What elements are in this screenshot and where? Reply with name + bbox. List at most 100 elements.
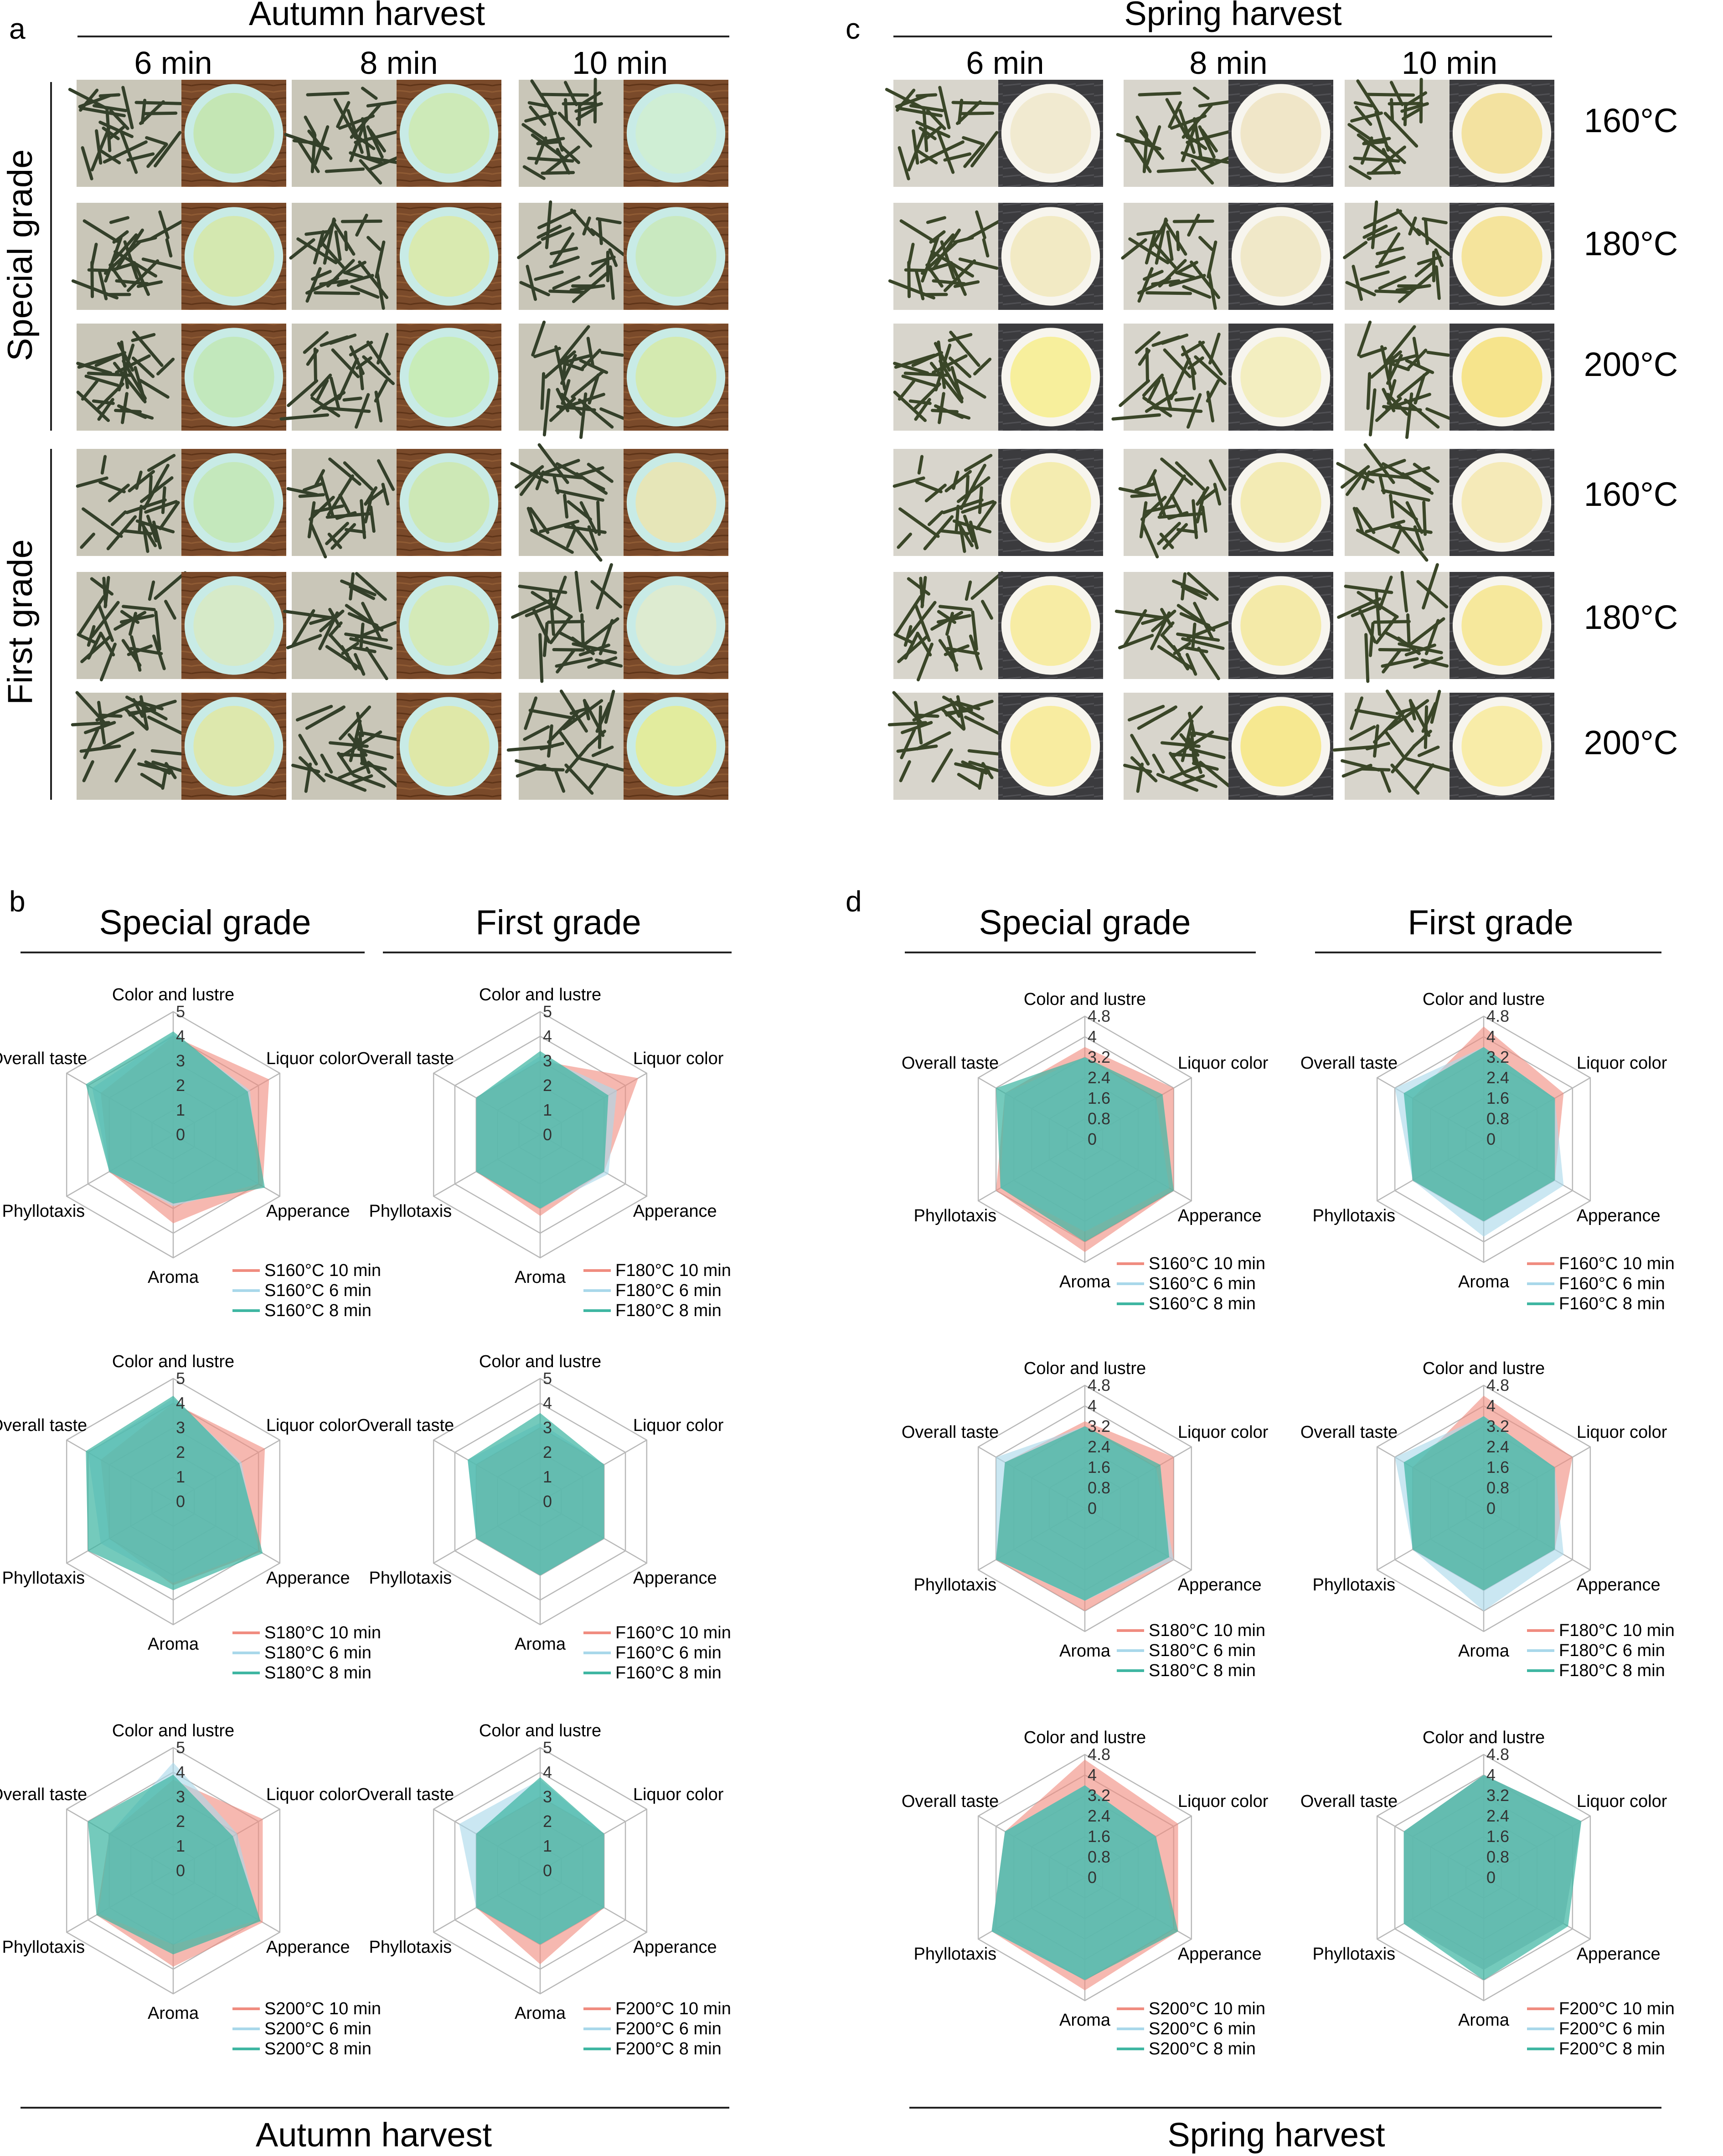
legend-label: S180°C 10 min bbox=[264, 1623, 381, 1642]
spring-temp-label-1: 160°C bbox=[1584, 102, 1678, 139]
radar-axis-label: Phyllotaxis bbox=[2, 1569, 85, 1588]
dry-leaf-cluster bbox=[1336, 443, 1439, 562]
legend-label: F180°C 8 min bbox=[1559, 1661, 1665, 1680]
radar-axis-label: Apperance bbox=[633, 1202, 717, 1221]
dry-leaf-cluster bbox=[521, 77, 603, 180]
radar-tick-label: 1.6 bbox=[1088, 1089, 1110, 1107]
radar-axis-label: Liquor color bbox=[266, 1785, 357, 1804]
spring-photo-r1-c2 bbox=[1116, 80, 1333, 187]
tea-liquor bbox=[1461, 705, 1542, 787]
radar-axis-label: Apperance bbox=[266, 1938, 350, 1957]
radar-axis-label: Liquor color bbox=[1178, 1792, 1269, 1811]
dry-leaf-cluster bbox=[283, 572, 397, 680]
radar-tick-label: 4 bbox=[176, 1763, 185, 1781]
spring-photo-r4-c3 bbox=[1336, 443, 1554, 562]
radar-series-3 bbox=[996, 1057, 1174, 1242]
panel-b-col-first: First grade bbox=[475, 903, 641, 942]
radar-tick-label: 1.6 bbox=[1088, 1458, 1110, 1477]
autumn-photo-r3-c3 bbox=[519, 320, 728, 439]
radar-series-3 bbox=[86, 1395, 263, 1590]
radar-axis-label: Overall taste bbox=[0, 1785, 87, 1804]
radar-axis-label: Overall taste bbox=[1300, 1054, 1398, 1073]
dry-leaf-cluster bbox=[893, 330, 992, 424]
panel-d-col-first: First grade bbox=[1408, 903, 1573, 942]
panel-a-first-label: First grade bbox=[1, 539, 40, 705]
tea-liquor bbox=[1461, 585, 1542, 666]
radar-axis-label: Apperance bbox=[266, 1202, 350, 1221]
radar-axis-label: Aroma bbox=[515, 2004, 566, 2023]
radar-tick-label: 5 bbox=[176, 1738, 185, 1757]
tea-liquor bbox=[1461, 216, 1542, 297]
radar-axis-label: Phyllotaxis bbox=[914, 1945, 997, 1964]
radar-axis-label: Color and lustre bbox=[1024, 990, 1146, 1009]
dry-leaf-cluster bbox=[1123, 705, 1239, 793]
radar-tick-label: 0 bbox=[1486, 1130, 1496, 1148]
tea-liquor bbox=[1240, 705, 1321, 787]
dry-leaf-cluster bbox=[892, 454, 997, 553]
spring-photo-r4-c2 bbox=[1118, 449, 1333, 559]
tea-liquor bbox=[1240, 216, 1321, 297]
panel-b-letter: b bbox=[9, 885, 26, 918]
spring-photo-r3-c2 bbox=[1111, 324, 1333, 431]
dry-leaf-cluster bbox=[1121, 213, 1221, 310]
radar-tick-label: 0 bbox=[543, 1861, 552, 1880]
leaf-photo-bg bbox=[519, 324, 624, 431]
radar-tick-label: 0.8 bbox=[1088, 1478, 1110, 1497]
radar-tick-label: 4 bbox=[1486, 1396, 1496, 1415]
radar-tick-label: 4 bbox=[1486, 1027, 1496, 1046]
radar-axis-label: Aroma bbox=[1458, 1272, 1510, 1292]
radar-axis-label: Color and lustre bbox=[479, 1352, 601, 1371]
panel-a-letter: a bbox=[9, 12, 26, 45]
radar-tick-label: 0.8 bbox=[1486, 1847, 1509, 1866]
panel-c-time-6: 6 min bbox=[966, 45, 1044, 81]
radar-tick-label: 0 bbox=[1486, 1868, 1496, 1887]
radar-tick-label: 2.4 bbox=[1088, 1806, 1110, 1825]
dry-leaf-cluster bbox=[284, 87, 406, 185]
spring-photo-r2-c1 bbox=[888, 203, 1103, 310]
radar-tick-label: 3.2 bbox=[1088, 1786, 1110, 1805]
dry-leaf-cluster bbox=[286, 457, 395, 559]
dry-leaf-cluster bbox=[893, 571, 1004, 682]
radar-series-3 bbox=[476, 1777, 604, 1945]
legend-label: F180°C 10 min bbox=[1559, 1621, 1675, 1640]
dry-leaf-cluster bbox=[279, 331, 395, 429]
tea-liquor bbox=[635, 462, 717, 543]
tea-liquor bbox=[1240, 462, 1321, 543]
radar-tick-label: 1 bbox=[176, 1837, 185, 1855]
radar-tick-label: 2 bbox=[176, 1076, 185, 1095]
radar-axis-label: Color and lustre bbox=[112, 1721, 234, 1740]
tea-liquor bbox=[635, 336, 717, 418]
tea-liquor bbox=[1461, 336, 1542, 418]
tea-liquor bbox=[1010, 585, 1091, 666]
radar-tick-label: 3.2 bbox=[1486, 1048, 1509, 1066]
legend-label: S160°C 10 min bbox=[264, 1261, 381, 1280]
legend-label: S160°C 8 min bbox=[1149, 1294, 1256, 1313]
radar-tick-label: 3.2 bbox=[1486, 1786, 1509, 1805]
panel-a-time-10: 10 min bbox=[572, 45, 668, 81]
radar-tick-label: 2.4 bbox=[1088, 1068, 1110, 1087]
radar-axis-label: Overall taste bbox=[0, 1416, 87, 1435]
dry-leaf-cluster bbox=[517, 200, 625, 304]
leaf-photo-bg bbox=[893, 449, 998, 556]
spring-photo-r5-c2 bbox=[1114, 572, 1333, 680]
radar-tick-label: 0.8 bbox=[1088, 1109, 1110, 1128]
radar-tick-label: 2.4 bbox=[1486, 1437, 1509, 1456]
tea-liquor bbox=[635, 705, 717, 787]
radar-tick-label: 2 bbox=[543, 1812, 552, 1831]
tea-liquor bbox=[408, 462, 490, 543]
radar-tick-label: 0.8 bbox=[1486, 1478, 1509, 1497]
dry-leaf-cluster bbox=[289, 213, 389, 310]
radar-series-3 bbox=[1403, 1416, 1555, 1590]
radar-axis-label: Phyllotaxis bbox=[1313, 1945, 1396, 1964]
radar-axis-label: Phyllotaxis bbox=[2, 1938, 85, 1957]
tea-liquor bbox=[635, 216, 717, 297]
radar-axis-label: Liquor color bbox=[266, 1416, 357, 1435]
radar-axis-label: Aroma bbox=[515, 1268, 566, 1287]
legend-label: F200°C 10 min bbox=[1559, 1999, 1675, 2018]
radar-tick-label: 0.8 bbox=[1088, 1847, 1110, 1866]
dry-leaf-cluster bbox=[531, 320, 625, 439]
dry-leaf-cluster bbox=[1343, 200, 1451, 304]
